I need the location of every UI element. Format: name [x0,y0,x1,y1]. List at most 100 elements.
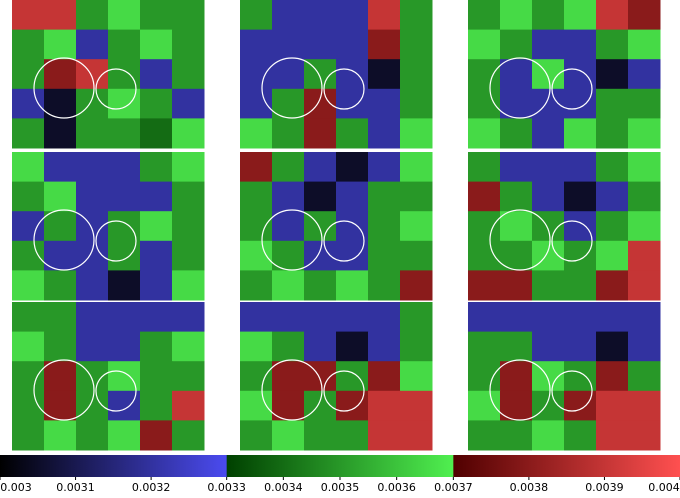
cell [628,118,661,149]
cell [12,270,45,301]
cell [272,270,305,301]
cell [628,59,661,90]
aperture-large [261,209,323,271]
cell [628,420,661,451]
cell [44,59,77,90]
cell [12,390,45,421]
cell [468,152,501,183]
cell [76,302,109,333]
cell [304,331,337,362]
cell [336,118,369,149]
cell [108,302,141,333]
cell [400,240,433,271]
panel [12,302,205,451]
cell [532,302,565,333]
aperture-large [489,209,551,271]
cell [500,59,533,90]
colorbar-tick-label: 0.0039 [585,481,624,494]
cell [304,181,337,212]
cell [140,361,173,392]
cell [500,302,533,333]
cell [368,331,401,362]
aperture-small [323,220,365,262]
cell [108,270,141,301]
cell [172,0,205,31]
cell [304,240,337,271]
aperture-small [323,68,365,110]
cell [172,59,205,90]
cell [400,361,433,392]
cell [240,29,273,60]
cell [44,181,77,212]
cell [468,211,501,242]
cell [596,302,629,333]
aperture-large [261,359,323,421]
cell [596,331,629,362]
cell [76,0,109,31]
cell [564,0,597,31]
cell [596,361,629,392]
cell [468,270,501,301]
cell [76,420,109,451]
cell [336,0,369,31]
cell [468,118,501,149]
cell [172,302,205,333]
aperture-large [33,209,95,271]
cell [500,118,533,149]
aperture-large [489,359,551,421]
aperture-small [95,220,137,262]
cell [172,152,205,183]
aperture-small [323,370,365,412]
cell [140,240,173,271]
cell [140,302,173,333]
cell [12,211,45,242]
cell [304,390,337,421]
cell [400,59,433,90]
colorbar-tick-label: 0.0036 [377,481,416,494]
cell [44,152,77,183]
cell [76,118,109,149]
cell [596,29,629,60]
cell [564,420,597,451]
cell [532,118,565,149]
cell [368,420,401,451]
cell [12,29,45,60]
cell [400,211,433,242]
cell [368,240,401,271]
cell [108,152,141,183]
cell [304,0,337,31]
cell [240,331,273,362]
panel [468,0,661,149]
cell [108,331,141,362]
cell [272,181,305,212]
cell [140,0,173,31]
cell [172,29,205,60]
cell [12,420,45,451]
cell [468,390,501,421]
cell [44,270,77,301]
cell [500,152,533,183]
cell [12,118,45,149]
aperture-large [33,57,95,119]
colorbar-tick-label: 0.0032 [132,481,171,494]
cell [240,302,273,333]
cell [368,181,401,212]
cell [628,181,661,212]
cell [12,302,45,333]
cell [272,59,305,90]
cell [400,270,433,301]
cell [628,0,661,31]
cell [272,211,305,242]
cell [172,420,205,451]
cell [564,302,597,333]
cell [44,420,77,451]
cell [336,270,369,301]
cell [368,270,401,301]
cell [44,118,77,149]
colorbar-tick-label: 0.0034 [264,481,303,494]
cell [468,181,501,212]
cell [596,270,629,301]
cell [272,29,305,60]
cell [240,240,273,271]
